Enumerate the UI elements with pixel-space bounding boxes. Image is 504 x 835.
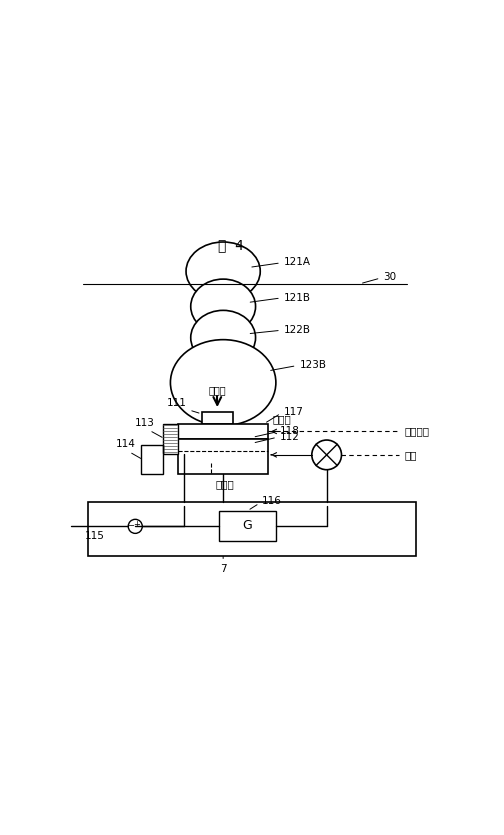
Ellipse shape [191, 279, 256, 334]
Text: 112: 112 [255, 432, 300, 443]
Text: +: + [134, 519, 140, 529]
Text: −: − [127, 521, 134, 530]
Text: 116: 116 [250, 497, 282, 509]
Text: 111: 111 [166, 398, 199, 413]
Bar [202, 412, 233, 423]
Bar [178, 439, 268, 474]
Text: 圧下側: 圧下側 [215, 479, 234, 489]
Text: 122B: 122B [250, 325, 310, 335]
Text: 113: 113 [135, 418, 162, 438]
Text: 油圧: 油圧 [405, 450, 417, 460]
Text: 固定圧力: 固定圧力 [405, 427, 430, 437]
Text: 115: 115 [85, 531, 104, 541]
Text: 圧延力: 圧延力 [209, 385, 226, 395]
Text: 図  4: 図 4 [218, 238, 244, 252]
Ellipse shape [170, 340, 276, 426]
Circle shape [128, 519, 142, 534]
Circle shape [312, 440, 342, 470]
Bar [88, 502, 416, 556]
Bar [219, 511, 276, 541]
Text: 121A: 121A [252, 257, 310, 267]
Text: 118: 118 [255, 426, 300, 437]
Text: 121B: 121B [250, 292, 310, 302]
Bar [141, 445, 163, 474]
Ellipse shape [191, 311, 256, 365]
Text: 114: 114 [116, 439, 141, 458]
Text: 背圧側: 背圧側 [273, 414, 291, 424]
Text: 7: 7 [220, 556, 226, 574]
Text: 30: 30 [362, 272, 397, 283]
Text: 123B: 123B [271, 360, 326, 371]
Text: G: G [243, 519, 253, 532]
Text: 117: 117 [267, 407, 303, 423]
Bar [163, 423, 178, 453]
Bar [178, 423, 268, 439]
Ellipse shape [186, 242, 260, 301]
